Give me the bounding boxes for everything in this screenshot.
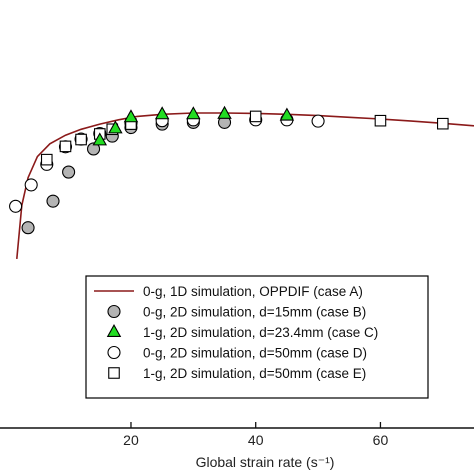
data-point [59,140,72,153]
legend-entry-label: 0-g, 2D simulation, d=15mm (case B) [143,305,366,320]
data-point [154,106,170,120]
data-point [9,199,23,213]
series-marker-2 [92,105,295,146]
data-point [311,114,325,128]
data-point [123,109,139,123]
legend: 0-g, 1D simulation, OPPDIF (case A) 0-g, … [85,275,429,399]
data-point [62,165,76,179]
legend-entry-label: 1-g, 2D simulation, d=23.4mm (case C) [143,325,378,340]
data-point [437,117,449,130]
plot-area [9,105,474,259]
data-point [21,221,35,235]
data-point [92,132,108,146]
legend-marker [108,367,120,379]
data-point [249,110,262,123]
data-point [108,120,123,134]
data-point [87,142,101,156]
data-point [40,153,53,166]
data-point [217,105,232,119]
legend-entry-label: 0-g, 2D simulation, d=50mm (case D) [143,346,367,361]
legend-marker [107,345,121,360]
x-tick-label: 40 [248,432,264,448]
legend-marker [107,304,121,319]
x-tick-label: 60 [373,432,389,448]
legend-entry-label: 1-g, 2D simulation, d=50mm (case E) [143,366,366,381]
data-point [46,194,60,208]
series-marker-1 [21,115,232,235]
legend-entry-label: 0-g, 1D simulation, OPPDIF (case A) [143,284,363,299]
data-point [279,107,295,121]
x-tick-label: 20 [123,432,139,448]
chart-axes: 20 40 60 [0,422,474,448]
data-point [186,106,201,120]
legend-marker [106,323,122,338]
legend-box [85,275,429,399]
data-point [374,114,387,127]
data-point [24,178,38,192]
x-axis-label: Global strain rate (s⁻¹) [196,454,335,470]
data-point [75,133,87,146]
